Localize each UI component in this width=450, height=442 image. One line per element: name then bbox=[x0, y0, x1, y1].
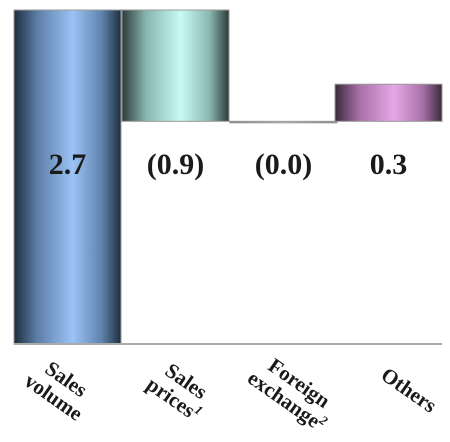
bars bbox=[13, 9, 443, 345]
value-label-0: 2.7 bbox=[49, 148, 87, 181]
value-label-2: (0.0) bbox=[255, 148, 312, 181]
value-label-3: 0.3 bbox=[370, 148, 408, 181]
category-label-others: Others bbox=[377, 362, 441, 417]
bar-sales-volume bbox=[13, 9, 122, 345]
bar-foreign-exchange bbox=[229, 120, 338, 124]
bar-sales-prices bbox=[121, 9, 230, 122]
value-labels: 2.7 (0.9) (0.0) 0.3 bbox=[49, 148, 408, 181]
category-label-line: Others bbox=[377, 362, 441, 417]
value-label-1: (0.9) bbox=[147, 148, 204, 181]
bar-others bbox=[334, 83, 443, 122]
